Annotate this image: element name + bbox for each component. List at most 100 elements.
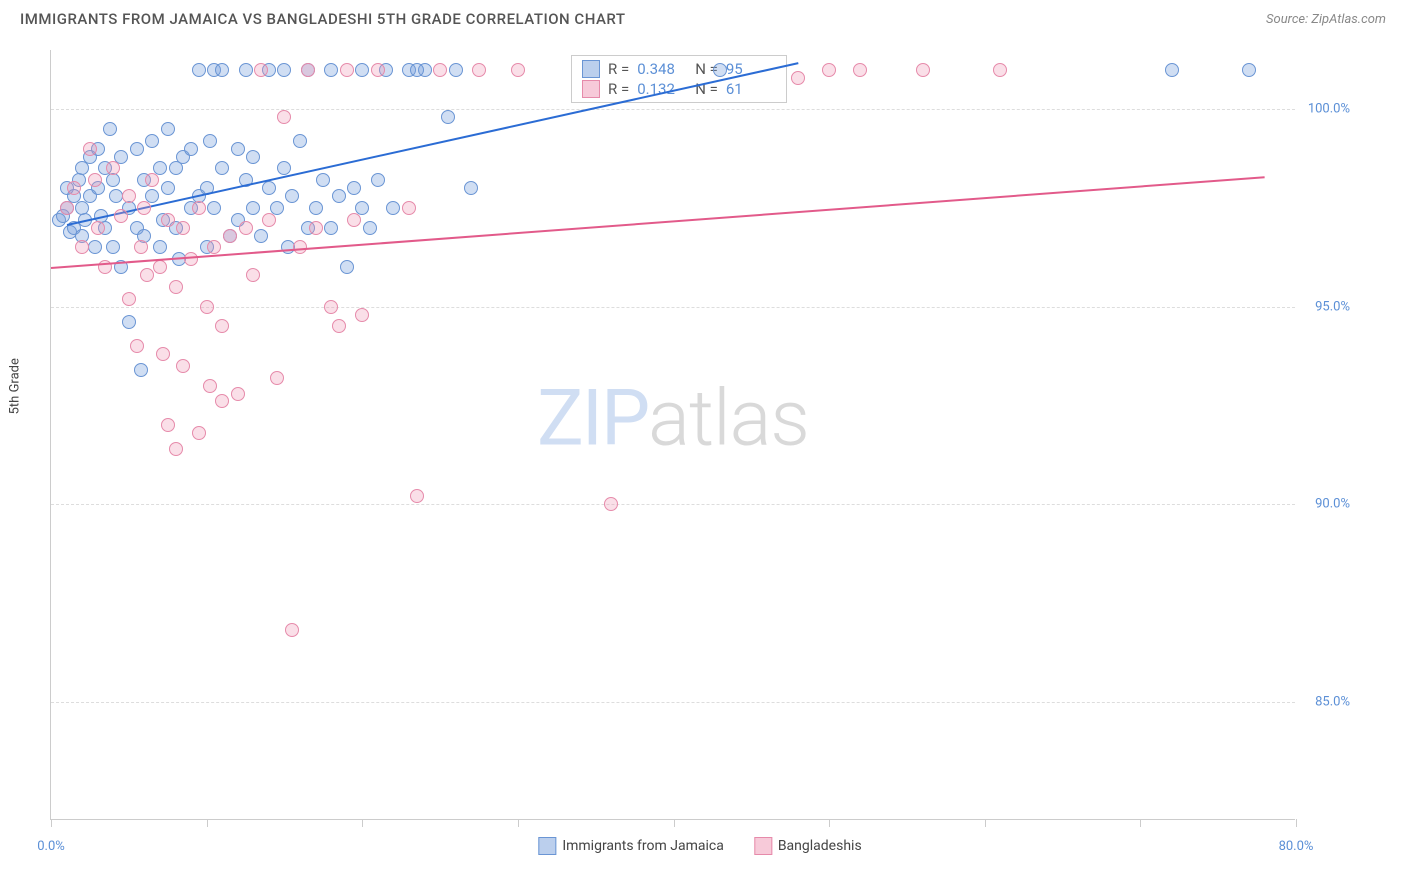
data-point — [309, 221, 323, 235]
data-point — [472, 63, 486, 77]
data-point — [161, 122, 175, 136]
data-point — [130, 339, 144, 353]
data-point — [122, 292, 136, 306]
data-point — [332, 189, 346, 203]
data-point — [184, 252, 198, 266]
data-point — [184, 142, 198, 156]
y-tick-label: 85.0% — [1315, 694, 1350, 709]
data-point — [449, 63, 463, 77]
data-point — [262, 181, 276, 195]
x-tick — [674, 819, 675, 827]
data-point — [293, 134, 307, 148]
data-point — [153, 260, 167, 274]
data-point — [176, 221, 190, 235]
x-tick — [1296, 819, 1297, 827]
data-point — [1242, 63, 1256, 77]
n-value-bangladeshi: 61 — [726, 80, 776, 98]
data-point — [134, 240, 148, 254]
data-point — [103, 122, 117, 136]
stats-box: R = 0.348 N = 95 R = 0.132 N = 61 — [571, 55, 787, 103]
data-point — [239, 221, 253, 235]
data-point — [140, 268, 154, 282]
plot-area: ZIPatlas R = 0.348 N = 95 R = 0.132 N = … — [50, 50, 1295, 820]
x-tick — [1140, 819, 1141, 827]
data-point — [192, 63, 206, 77]
data-point — [246, 268, 260, 282]
chart-container: 5th Grade ZIPatlas R = 0.348 N = 95 R = … — [50, 50, 1350, 820]
data-point — [215, 161, 229, 175]
data-point — [464, 181, 478, 195]
data-point — [215, 63, 229, 77]
data-point — [301, 63, 315, 77]
data-point — [231, 387, 245, 401]
data-point — [215, 394, 229, 408]
x-tick — [362, 819, 363, 827]
data-point — [122, 315, 136, 329]
data-point — [176, 359, 190, 373]
data-point — [88, 173, 102, 187]
watermark: ZIPatlas — [537, 374, 809, 465]
data-point — [355, 308, 369, 322]
data-point — [363, 221, 377, 235]
y-tick-label: 95.0% — [1315, 299, 1350, 314]
data-point — [91, 221, 105, 235]
data-point — [75, 161, 89, 175]
data-point — [169, 280, 183, 294]
data-point — [604, 497, 618, 511]
data-point — [106, 240, 120, 254]
data-point — [386, 201, 400, 215]
data-point — [231, 142, 245, 156]
data-point — [239, 63, 253, 77]
data-point — [433, 63, 447, 77]
r-label-2: R = — [608, 80, 629, 98]
data-point — [122, 189, 136, 203]
data-point — [203, 134, 217, 148]
data-point — [153, 240, 167, 254]
data-point — [169, 442, 183, 456]
gridline — [51, 702, 1295, 703]
data-point — [192, 426, 206, 440]
data-point — [332, 319, 346, 333]
data-point — [137, 201, 151, 215]
data-point — [277, 161, 291, 175]
watermark-atlas: atlas — [648, 374, 809, 465]
data-point — [285, 189, 299, 203]
x-tick — [51, 819, 52, 827]
chart-title: IMMIGRANTS FROM JAMAICA VS BANGLADESHI 5… — [20, 10, 626, 28]
data-point — [161, 213, 175, 227]
data-point — [853, 63, 867, 77]
data-point — [324, 300, 338, 314]
data-point — [1165, 63, 1179, 77]
source-attribution: Source: ZipAtlas.com — [1266, 12, 1386, 27]
data-point — [324, 63, 338, 77]
data-point — [791, 71, 805, 85]
legend-swatch-pink-icon — [754, 837, 772, 855]
data-point — [324, 221, 338, 235]
x-tick-label: 0.0% — [37, 839, 65, 854]
data-point — [993, 63, 1007, 77]
data-point — [223, 229, 237, 243]
data-point — [192, 201, 206, 215]
data-point — [277, 110, 291, 124]
data-point — [277, 63, 291, 77]
data-point — [67, 181, 81, 195]
y-tick-label: 100.0% — [1308, 102, 1350, 117]
data-point — [130, 142, 144, 156]
legend-item-jamaica: Immigrants from Jamaica — [538, 837, 724, 855]
data-point — [207, 201, 221, 215]
data-point — [207, 240, 221, 254]
data-point — [106, 161, 120, 175]
gridline — [51, 307, 1295, 308]
data-point — [246, 201, 260, 215]
legend: Immigrants from Jamaica Bangladeshis — [538, 837, 861, 855]
data-point — [713, 63, 727, 77]
data-point — [88, 240, 102, 254]
data-point — [410, 489, 424, 503]
data-point — [156, 347, 170, 361]
data-point — [75, 240, 89, 254]
data-point — [145, 134, 159, 148]
r-value-jamaica: 0.348 — [637, 60, 687, 78]
watermark-zip: ZIP — [537, 374, 648, 465]
data-point — [270, 371, 284, 385]
data-point — [215, 319, 229, 333]
